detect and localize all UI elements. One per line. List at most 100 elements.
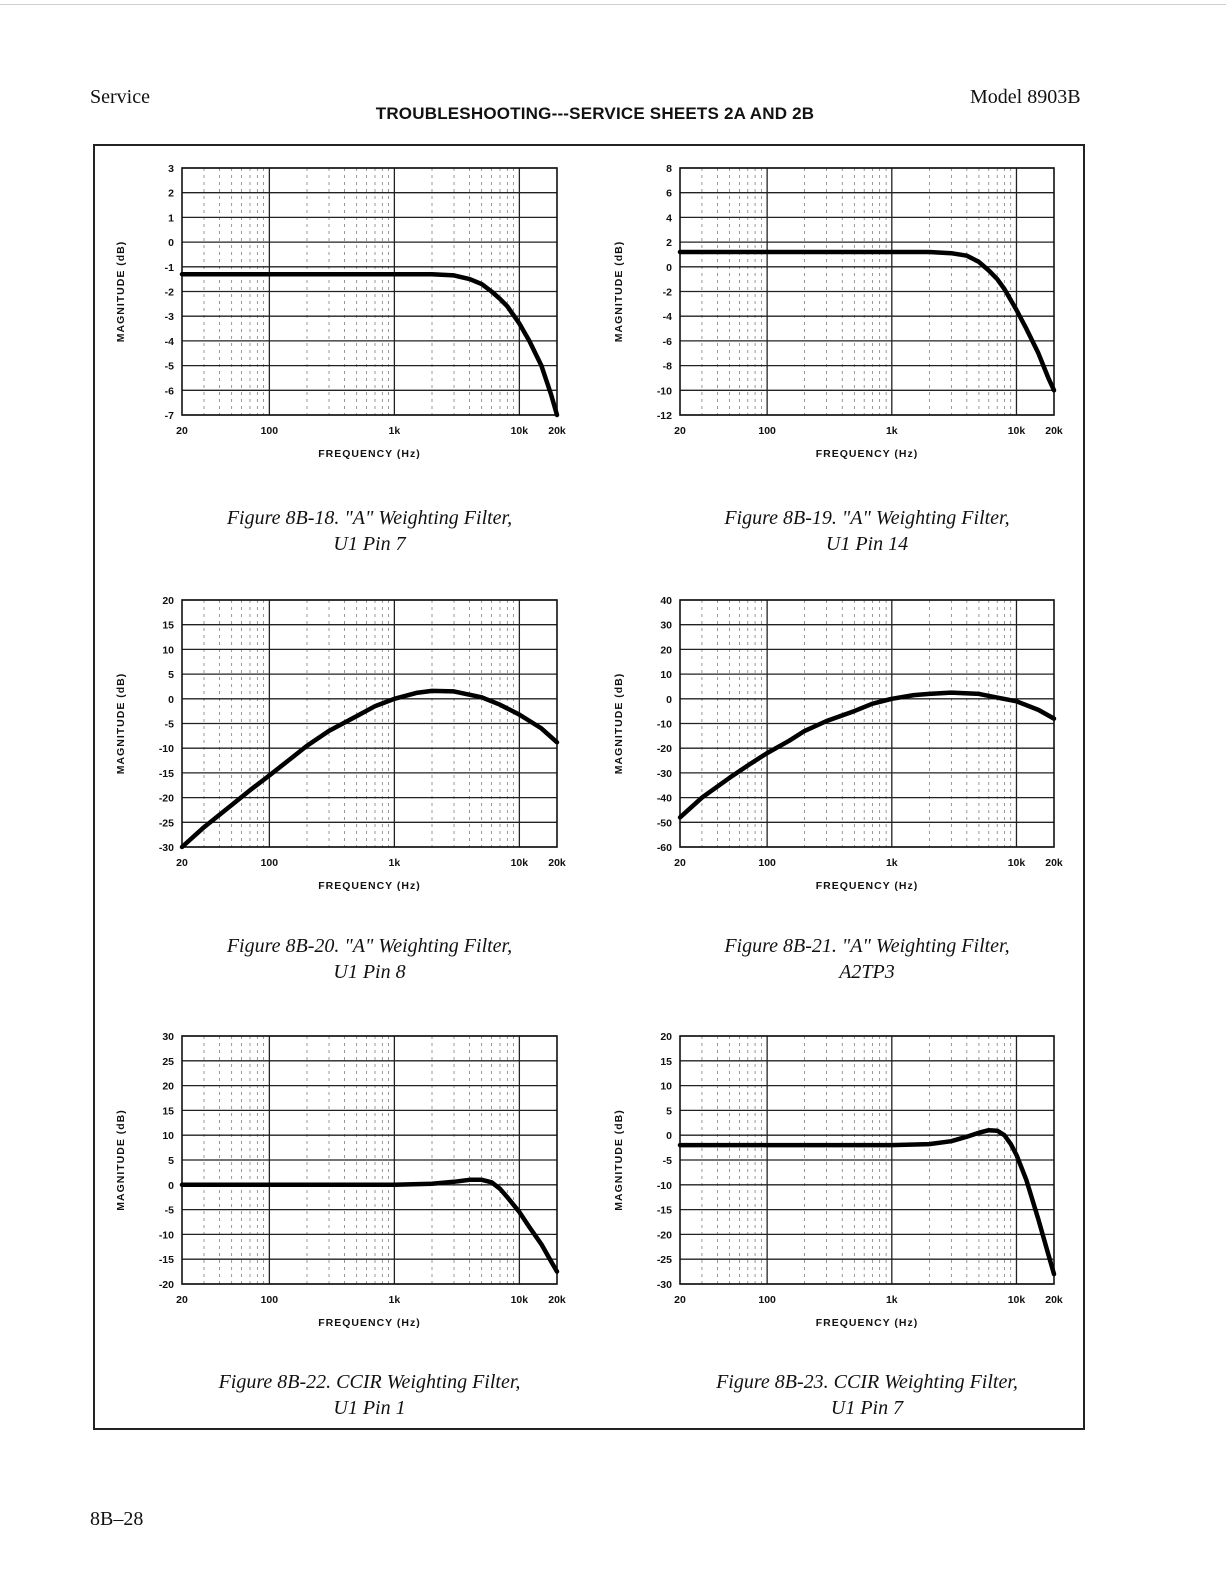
x-tick-label: 10k <box>1008 857 1026 869</box>
y-tick-label: -4 <box>663 311 672 323</box>
y-tick-label: 5 <box>168 669 174 681</box>
y-tick-label: -20 <box>657 743 672 755</box>
y-tick-label: 20 <box>660 644 672 656</box>
y-tick-label: -6 <box>165 385 174 397</box>
x-tick-label: 1k <box>886 425 898 437</box>
y-tick-label: 0 <box>168 1180 174 1192</box>
x-tick-label: 20k <box>548 857 566 869</box>
x-axis-label: FREQUENCY (Hz) <box>318 1317 420 1329</box>
y-tick-label: -12 <box>657 410 672 422</box>
y-tick-label: 40 <box>660 595 672 607</box>
y-tick-label: 0 <box>666 694 672 706</box>
y-tick-label: -2 <box>165 287 174 299</box>
caption-subtitle: U1 Pin 7 <box>333 533 406 555</box>
y-tick-label: -10 <box>657 719 672 731</box>
y-tick-label: -6 <box>663 336 672 348</box>
x-tick-label: 1k <box>389 1294 401 1306</box>
y-axis-label: MAGNITUDE (dB) <box>613 241 625 343</box>
y-tick-label: -40 <box>657 793 672 805</box>
figure-caption: Figure 8B-18. "A" Weighting Filter, U1 Pi… <box>120 505 620 557</box>
x-tick-label: 20 <box>674 1294 686 1306</box>
y-tick-label: -25 <box>657 1254 672 1266</box>
x-tick-label: 20 <box>176 1294 188 1306</box>
y-tick-label: 30 <box>162 1031 174 1043</box>
page-number: 8B–28 <box>90 1508 144 1530</box>
caption-subtitle: U1 Pin 1 <box>333 1397 406 1419</box>
x-axis-label: FREQUENCY (Hz) <box>318 880 420 892</box>
x-tick-label: 100 <box>261 1294 279 1306</box>
x-tick-label: 1k <box>886 857 898 869</box>
plot-border <box>181 599 558 848</box>
response-curve <box>677 690 1057 820</box>
y-tick-label: -30 <box>159 842 174 854</box>
plot-border <box>181 167 558 416</box>
caption-title: Figure 8B-20. "A" Weighting Filter, <box>226 935 513 957</box>
y-tick-label: 1 <box>168 212 174 224</box>
x-tick-label: 10k <box>1008 1294 1026 1306</box>
y-tick-label: -20 <box>159 1279 174 1291</box>
y-tick-label: 0 <box>168 694 174 706</box>
figure-caption: Figure 8B-20. "A" Weighting Filter, U1 Pi… <box>120 933 620 985</box>
figure-caption: Figure 8B-22. CCIR Weighting Filter, U1 P… <box>120 1369 620 1421</box>
y-tick-label: 2 <box>168 188 174 200</box>
y-tick-label: -60 <box>657 842 672 854</box>
response-curve <box>179 688 560 850</box>
y-tick-label: 15 <box>660 1056 672 1068</box>
x-tick-label: 1k <box>886 1294 898 1306</box>
y-tick-label: -50 <box>657 817 672 829</box>
response-curve <box>179 1177 560 1274</box>
y-tick-label: 6 <box>666 188 672 200</box>
y-tick-label: -4 <box>165 336 174 348</box>
plot-border <box>679 599 1055 848</box>
y-tick-label: 30 <box>660 620 672 632</box>
x-tick-label: 10k <box>511 1294 529 1306</box>
plot-border <box>679 1035 1055 1285</box>
x-axis-label: FREQUENCY (Hz) <box>816 880 918 892</box>
caption-subtitle: U1 Pin 7 <box>830 1397 904 1419</box>
y-tick-label: 0 <box>168 237 174 249</box>
y-tick-label: 0 <box>666 1130 672 1142</box>
x-tick-label: 10k <box>511 857 529 869</box>
y-tick-label: 3 <box>168 163 174 175</box>
y-tick-label: -15 <box>657 1205 672 1217</box>
section-label: Service <box>90 86 150 108</box>
y-tick-label: -7 <box>165 410 174 422</box>
x-tick-label: 10k <box>511 425 529 437</box>
y-axis-label: MAGNITUDE (dB) <box>115 241 127 343</box>
caption-title: Figure 8B-18. "A" Weighting Filter, <box>226 507 513 529</box>
y-tick-label: 4 <box>666 212 672 224</box>
model-label: Model 8903B <box>970 86 1081 108</box>
figure-caption: Figure 8B-19. "A" Weighting Filter, U1 Pi… <box>617 505 1117 557</box>
y-axis-label: MAGNITUDE (dB) <box>115 1109 127 1211</box>
response-curve <box>677 249 1057 393</box>
chart-1: 3 2 1 0 -1 -2 -3 -4 -5 -6 -720 100 1k 10k 20k FREQUENCY… <box>115 163 566 460</box>
y-tick-label: -3 <box>165 311 174 323</box>
x-tick-label: 20 <box>176 425 188 437</box>
top-rule <box>0 4 1226 5</box>
y-tick-label: -2 <box>663 287 672 299</box>
y-tick-label: -10 <box>657 1180 672 1192</box>
x-tick-label: 20k <box>548 1294 566 1306</box>
y-axis-label: MAGNITUDE (dB) <box>613 673 625 775</box>
x-axis-label: FREQUENCY (Hz) <box>318 448 420 460</box>
response-curve <box>179 271 560 418</box>
x-tick-label: 10k <box>1008 425 1026 437</box>
y-tick-label: -8 <box>663 361 672 373</box>
y-tick-label: 25 <box>162 1056 174 1068</box>
y-axis-label: MAGNITUDE (dB) <box>613 1109 625 1211</box>
x-tick-label: 20k <box>1045 1294 1063 1306</box>
caption-title: Figure 8B-23. CCIR Weighting Filter, <box>716 1371 1018 1393</box>
x-tick-label: 100 <box>758 1294 776 1306</box>
caption-title: Figure 8B-22. CCIR Weighting Filter, <box>218 1371 521 1393</box>
response-curve <box>677 1127 1057 1277</box>
figure-caption: Figure 8B-21. "A" Weighting Filter, A2TP3 <box>617 933 1117 985</box>
figure-caption: Figure 8B-23. CCIR Weighting Filter, U1 P… <box>617 1369 1117 1421</box>
page-title: TROUBLESHOOTING---SERVICE SHEETS 2A AND … <box>375 104 815 123</box>
y-tick-label: -10 <box>657 385 672 397</box>
